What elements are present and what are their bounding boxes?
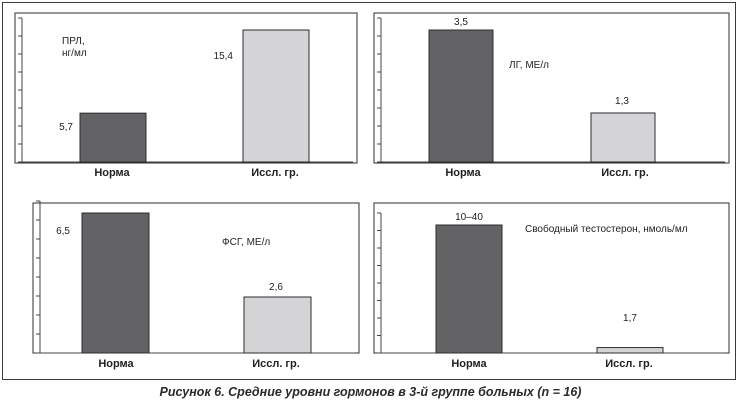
bar-study (596, 347, 664, 354)
value-label: 1,7 (623, 313, 637, 324)
bar-study (590, 112, 656, 163)
value-label: 5,7 (59, 122, 73, 133)
value-label: 3,5 (454, 17, 468, 28)
bar-study (242, 29, 310, 163)
bar-study (243, 296, 312, 354)
chart-panel (373, 12, 730, 164)
bar-norma (428, 29, 494, 163)
chart-title: нг/мл (62, 48, 87, 59)
chart-title: ФСГ, МЕ/л (222, 237, 270, 248)
category-label: Иссл. гр. (601, 167, 649, 179)
bar-norma (81, 212, 150, 354)
category-label: Иссл. гр. (605, 358, 653, 370)
value-label: 15,4 (214, 51, 234, 62)
category-label: Норма (94, 167, 130, 179)
value-label: 6,5 (56, 226, 70, 237)
chart-title: Свободный тестостерон, нмоль/мл (525, 223, 688, 235)
category-label: Норма (451, 358, 487, 370)
chart-title: ЛГ, МЕ/л (509, 60, 549, 71)
figure-caption: Рисунок 6. Средние уровни гормонов в 3-й… (159, 385, 582, 399)
category-label: Норма (445, 167, 481, 179)
category-label: Иссл. гр. (252, 358, 300, 370)
value-label: 10–40 (455, 212, 483, 223)
value-label: 2,6 (269, 282, 283, 293)
bar-norma (79, 112, 147, 163)
value-label: 1,3 (615, 96, 629, 107)
category-label: Иссл. гр. (251, 167, 299, 179)
chart-panel (373, 202, 730, 354)
chart-title: ПРЛ, (62, 36, 85, 47)
bar-norma (435, 224, 503, 354)
category-label: Норма (98, 358, 134, 370)
